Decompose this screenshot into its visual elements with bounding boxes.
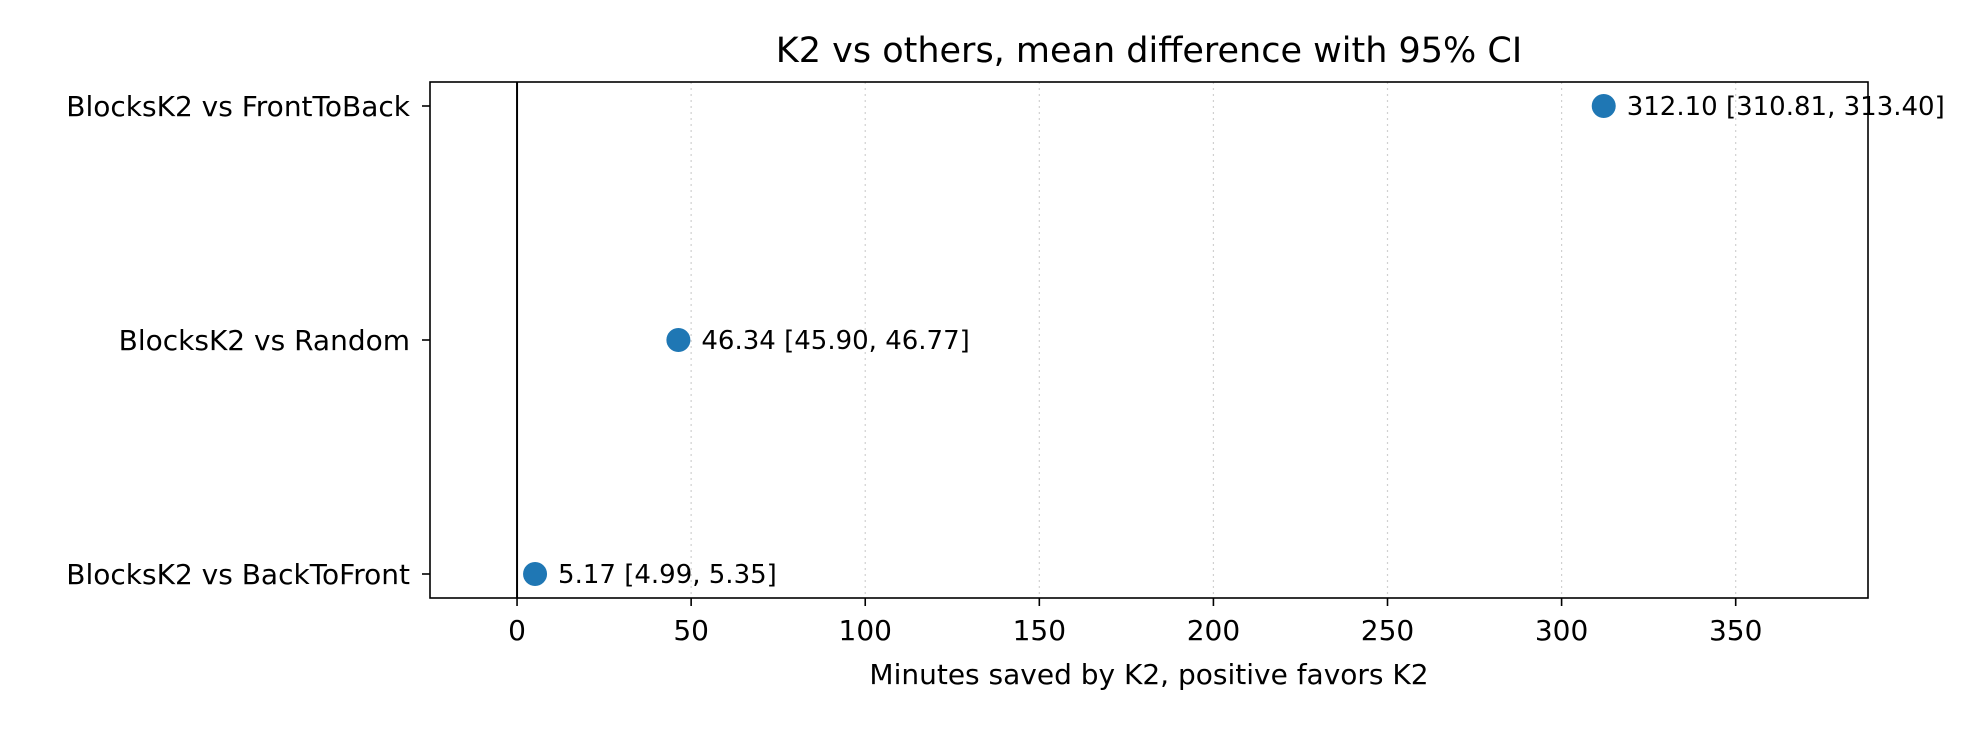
x-tick-label: 200 [1187,614,1240,647]
data-point [1591,94,1616,118]
data-label: 5.17 [4.99, 5.35] [558,560,777,590]
data-labels: 312.10 [310.81, 313.40] 46.34 [45.90, 46.… [558,92,1945,590]
plot-area-frame [429,81,1869,599]
x-tick-label: 150 [1013,614,1066,647]
x-tick-label: 350 [1709,614,1762,647]
x-tick-label: 50 [673,614,709,647]
chart-title: K2 vs others, mean difference with 95% C… [776,31,1522,71]
x-axis-ticks: 0 50 100 150 200 250 300 350 [508,598,1762,647]
y-tick-label: BlocksK2 vs FrontToBack [66,90,411,123]
data-label: 46.34 [45.90, 46.77] [701,326,969,356]
data-label: 312.10 [310.81, 313.40] [1627,92,1945,122]
y-tick-label: BlocksK2 vs BackToFront [66,558,410,591]
x-tick-label: 100 [839,614,892,647]
grid-layer [690,82,1737,598]
data-point [666,328,691,352]
x-axis-label: Minutes saved by K2, positive favors K2 [869,658,1428,691]
data-point [523,562,548,586]
x-tick-label: 0 [508,614,526,647]
x-tick-label: 250 [1361,614,1414,647]
data-points [523,94,1616,586]
x-tick-label: 300 [1535,614,1588,647]
y-axis-ticks: BlocksK2 vs FrontToBack BlocksK2 vs Rando… [66,90,430,591]
y-tick-label: BlocksK2 vs Random [119,324,410,357]
